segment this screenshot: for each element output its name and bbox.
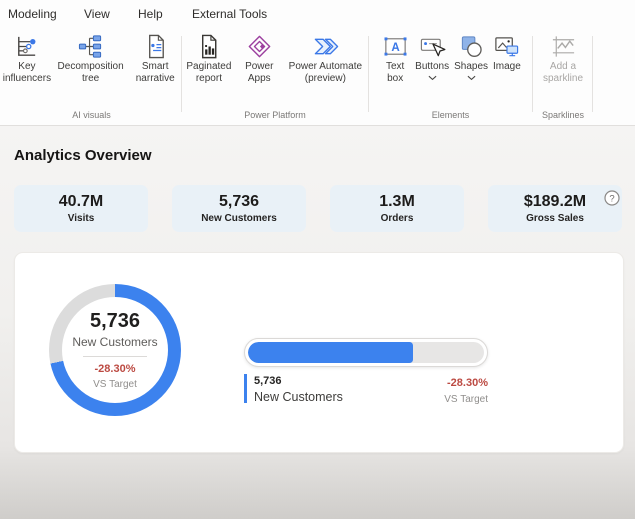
progress-delta: -28.30% (447, 377, 488, 389)
kpi-value: $189.2M (523, 193, 587, 210)
sparkline-icon (552, 36, 574, 57)
ribbon-item-label: Decomposition tree (57, 61, 124, 84)
progress-delta-label: VS Target (444, 394, 488, 405)
ribbon-item-label: Shapes (454, 61, 489, 72)
ribbon-item-label: Buttons (415, 61, 450, 72)
group-separator (592, 36, 593, 112)
ribbon-item-label: Power Apps (245, 61, 274, 84)
key-influencers-icon (18, 36, 36, 56)
ribbon-item-label: Image (493, 61, 521, 72)
svg-text:A: A (391, 42, 400, 54)
kpi-value: 1.3M (379, 193, 415, 210)
decomposition-tree-button[interactable]: Decomposition tree (57, 33, 125, 85)
buttons-button[interactable]: Buttons (415, 33, 449, 81)
donut-ring (49, 284, 181, 416)
chevron-down-icon[interactable] (467, 75, 476, 81)
donut-delta: -28.30% (94, 363, 136, 375)
group-separator (368, 36, 369, 112)
ribbon-group-ai-visuals: Key influencers Decomposition tree (2, 33, 181, 123)
shapes-icon (461, 36, 482, 58)
ribbon-item-label: Key influencers (2, 61, 52, 84)
tab-help[interactable]: Help (138, 7, 163, 21)
kpi-card-visits[interactable]: 40.7M Visits (14, 185, 148, 232)
progress-delta-block: -28.30% VS Target (388, 377, 488, 405)
text-box-icon: A (384, 37, 407, 56)
tab-external-tools[interactable]: External Tools (192, 7, 268, 21)
ribbon-group-label: Sparklines (541, 110, 585, 120)
ribbon-item-label: Text box (386, 61, 405, 84)
power-automate-button[interactable]: Power Automate (preview) (284, 33, 367, 85)
ribbon-item-label: Paginated report (186, 61, 232, 84)
donut-gauge-visual[interactable]: 5,736 New Customers -28.30% VS Target (49, 284, 181, 416)
progress-legend: 5,736 New Customers (244, 374, 343, 404)
add-sparkline-button: Add a sparkline (534, 33, 592, 85)
power-apps-button[interactable]: Power Apps (240, 33, 279, 85)
help-icon[interactable]: ? (604, 190, 620, 206)
kpi-value: 5,736 (218, 193, 260, 210)
donut-value: 5,736 (89, 310, 141, 332)
ribbon-group-label: Power Platform (244, 110, 306, 120)
image-button[interactable]: Image (493, 33, 521, 73)
ribbon-item-label: Add a sparkline (542, 61, 584, 84)
ribbon-group-label: AI visuals (72, 110, 111, 120)
progress-label: New Customers (254, 390, 343, 404)
group-separator (181, 36, 182, 112)
group-separator (532, 36, 533, 112)
power-automate-icon (314, 38, 339, 55)
decomposition-tree-icon (79, 35, 102, 58)
progress-value: 5,736 (254, 375, 282, 387)
kpi-card-orders[interactable]: 1.3M Orders (330, 185, 464, 232)
ribbon-group-label: Elements (431, 110, 470, 120)
smart-narrative-button[interactable]: Smart narrative (129, 33, 181, 85)
image-icon (495, 37, 519, 57)
paginated-report-button[interactable]: Paginated report (183, 33, 235, 85)
text-box-button[interactable]: A Text box (380, 33, 410, 85)
kpi-label: Orders (380, 213, 414, 224)
accent-line (244, 374, 247, 403)
kpi-label: Visits (67, 213, 95, 224)
page-title: Analytics Overview (14, 147, 152, 164)
svg-text:?: ? (609, 193, 614, 204)
donut-center: 5,736 New Customers -28.30% VS Target (62, 297, 168, 403)
progress-bar-visual[interactable] (244, 338, 488, 367)
smart-narrative-icon (148, 34, 164, 59)
power-apps-icon (248, 35, 271, 58)
ribbon-item-label: Power Automate (preview) (288, 61, 363, 84)
ribbon-group-sparklines: Add a sparkline Sparklines (534, 33, 592, 123)
ribbon-item-label: Smart narrative (135, 61, 175, 84)
divider (83, 356, 147, 357)
ribbon-group-power-platform: Paginated report Power Apps Power A (183, 33, 367, 123)
chevron-down-icon[interactable] (428, 75, 437, 81)
buttons-icon (420, 38, 446, 57)
paginated-report-icon (202, 34, 217, 59)
tab-view[interactable]: View (84, 7, 110, 21)
key-influencers-button[interactable]: Key influencers (2, 33, 52, 85)
visual-card: 5,736 New Customers -28.30% VS Target 5,… (14, 252, 624, 453)
donut-delta-label: VS Target (93, 379, 137, 390)
shapes-button[interactable]: Shapes (454, 33, 488, 81)
donut-label: New Customers (72, 335, 158, 349)
kpi-card-gross-sales[interactable]: $189.2M Gross Sales (488, 185, 622, 232)
tab-modeling[interactable]: Modeling (8, 7, 57, 21)
kpi-label: Gross Sales (526, 213, 584, 224)
progress-fill (248, 342, 414, 363)
kpi-card-new-customers[interactable]: 5,736 New Customers (172, 185, 306, 232)
ribbon-group-elements: A Text box Buttons (370, 33, 531, 123)
kpi-value: 40.7M (58, 193, 104, 210)
kpi-label: New Customers (201, 213, 277, 224)
progress-track (248, 342, 484, 363)
ribbon: Modeling View Help External Tools Key (0, 0, 635, 126)
